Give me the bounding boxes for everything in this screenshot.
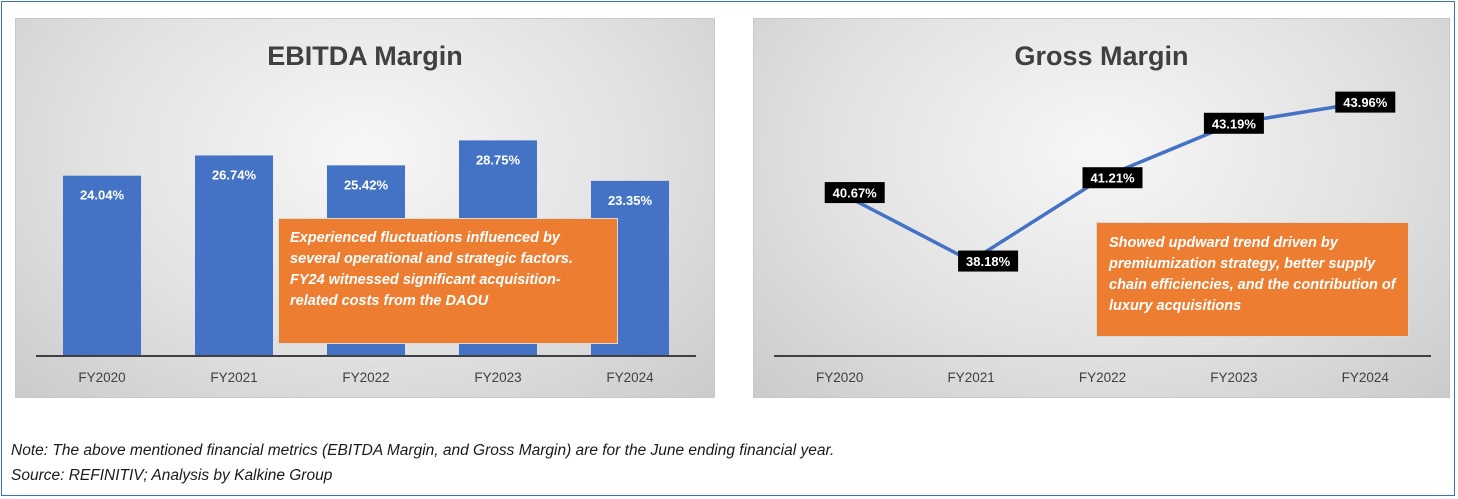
- ebitda-margin-chart: 24.04% FY2020 26.74% FY2021 25.42% FY2022 28.7…: [15, 18, 715, 398]
- x-tick-FY2022: FY2022: [342, 370, 389, 385]
- ebitda-callout: Experienced fluctuations influenced by s…: [278, 218, 618, 344]
- point-label-box-FY2020: [824, 182, 885, 204]
- x-tick-FY2020: FY2020: [78, 370, 125, 385]
- gross-margin-chart: FY2020 FY2021 FY2022 FY2023 FY2024 40.67% 38.1…: [753, 18, 1450, 398]
- ebitda-chart-title: EBITDA Margin: [267, 41, 463, 71]
- bar-label-FY2022: 25.42%: [344, 177, 389, 192]
- x-tick-FY2020: FY2020: [816, 370, 863, 385]
- point-label-box-FY2021: [958, 250, 1019, 272]
- point-label-FY2023: 43.19%: [1212, 116, 1257, 131]
- point-label-FY2022: 41.21%: [1090, 171, 1135, 186]
- x-tick-FY2023: FY2023: [1210, 370, 1257, 385]
- point-label-box-FY2023: [1203, 112, 1264, 134]
- footnote-note: Note: The above mentioned financial metr…: [11, 442, 835, 459]
- x-tick-FY2024: FY2024: [606, 370, 654, 385]
- x-tick-FY2022: FY2022: [1079, 370, 1126, 385]
- point-label-box-FY2024: [1335, 91, 1396, 113]
- gross-chart-svg: FY2020 FY2021 FY2022 FY2023 FY2024 40.67% 38.1…: [774, 91, 1431, 385]
- point-label-FY2021: 38.18%: [966, 254, 1011, 269]
- bar-label-FY2023: 28.75%: [476, 152, 521, 167]
- x-tick-FY2024: FY2024: [1342, 370, 1390, 385]
- point-label-FY2024: 43.96%: [1343, 95, 1388, 110]
- gross-chart-title: Gross Margin: [1014, 41, 1189, 71]
- point-label-FY2020: 40.67%: [833, 186, 878, 201]
- gross-callout: Showed updward trend driven by premiumiz…: [1096, 222, 1409, 337]
- x-tick-FY2021: FY2021: [210, 370, 257, 385]
- x-tick-FY2021: FY2021: [947, 370, 994, 385]
- bar-label-FY2021: 26.74%: [212, 167, 257, 182]
- bar-label-FY2020: 24.04%: [80, 188, 125, 203]
- bar-label-FY2024: 23.35%: [608, 193, 653, 208]
- bar-FY2021: [195, 155, 273, 356]
- bar-FY2020: [63, 175, 141, 356]
- footnote-source: Source: REFINITIV; Analysis by Kalkine G…: [11, 467, 333, 484]
- point-label-box-FY2022: [1082, 167, 1143, 189]
- x-tick-FY2023: FY2023: [474, 370, 521, 385]
